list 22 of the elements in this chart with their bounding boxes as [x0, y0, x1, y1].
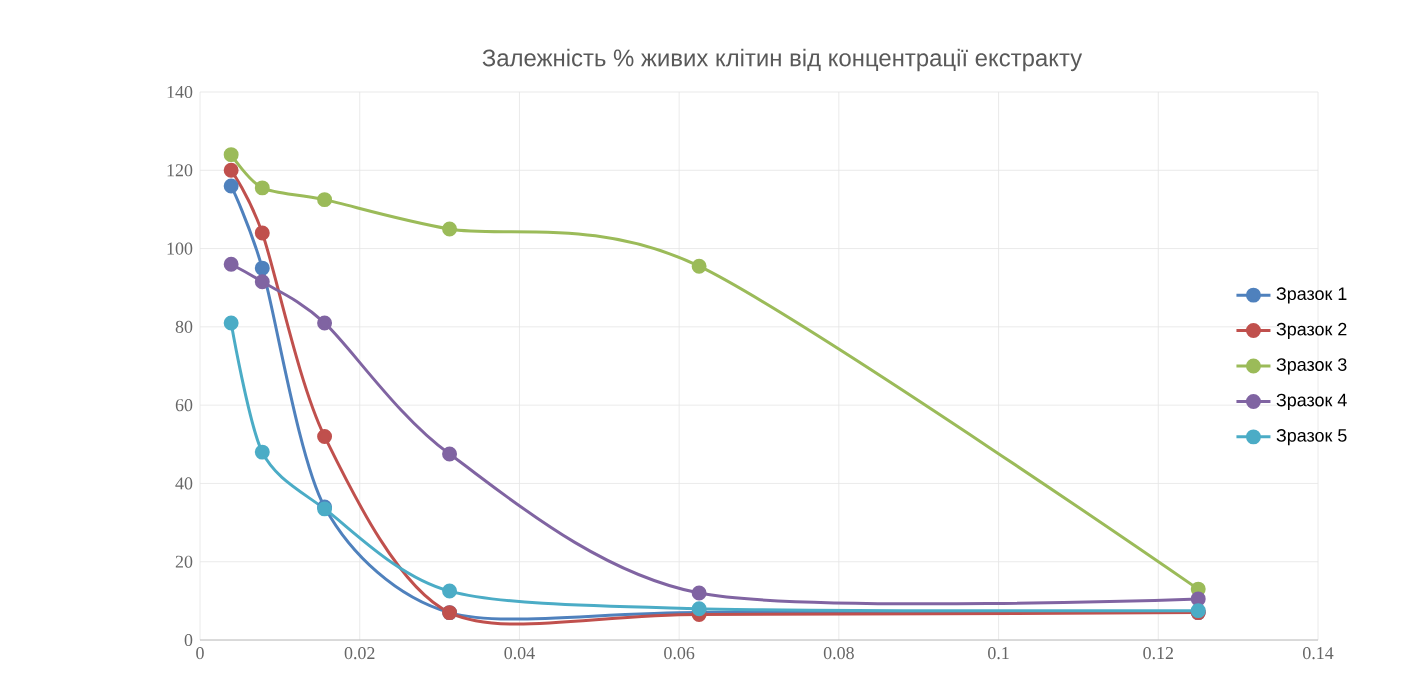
x-tick-label: 0.02	[344, 647, 375, 660]
legend-label: Зразок 1	[1276, 287, 1347, 304]
chart-title: Залежність % живих клітин від концентрації екстракту	[482, 48, 1083, 72]
y-tick-label: 80	[175, 320, 193, 333]
y-tick-label: 140	[167, 85, 193, 99]
y-tick-label: 40	[175, 477, 193, 490]
x-tick-label: 0.1	[988, 647, 1009, 660]
legend-label: Зразок 2	[1276, 322, 1347, 340]
y-tick-label: 100	[167, 242, 193, 255]
x-tick-label: 0.04	[504, 647, 535, 660]
y-tick-label: 20	[175, 555, 193, 568]
legend-label: Зразок 5	[1276, 429, 1347, 446]
y-tick-label: 60	[175, 399, 193, 412]
y-tick-label: 0	[184, 633, 193, 647]
x-tick-label: 0	[196, 647, 204, 660]
x-tick-label: 0.14	[1303, 647, 1334, 660]
x-tick-label: 0.08	[823, 647, 854, 660]
legend-label: Зразок 4	[1276, 393, 1347, 410]
x-tick-label: 0.12	[1143, 647, 1173, 660]
y-tick-label: 120	[167, 164, 193, 177]
x-tick-label: 0.06	[664, 647, 695, 660]
legend-label: Зразок 3	[1276, 358, 1347, 375]
